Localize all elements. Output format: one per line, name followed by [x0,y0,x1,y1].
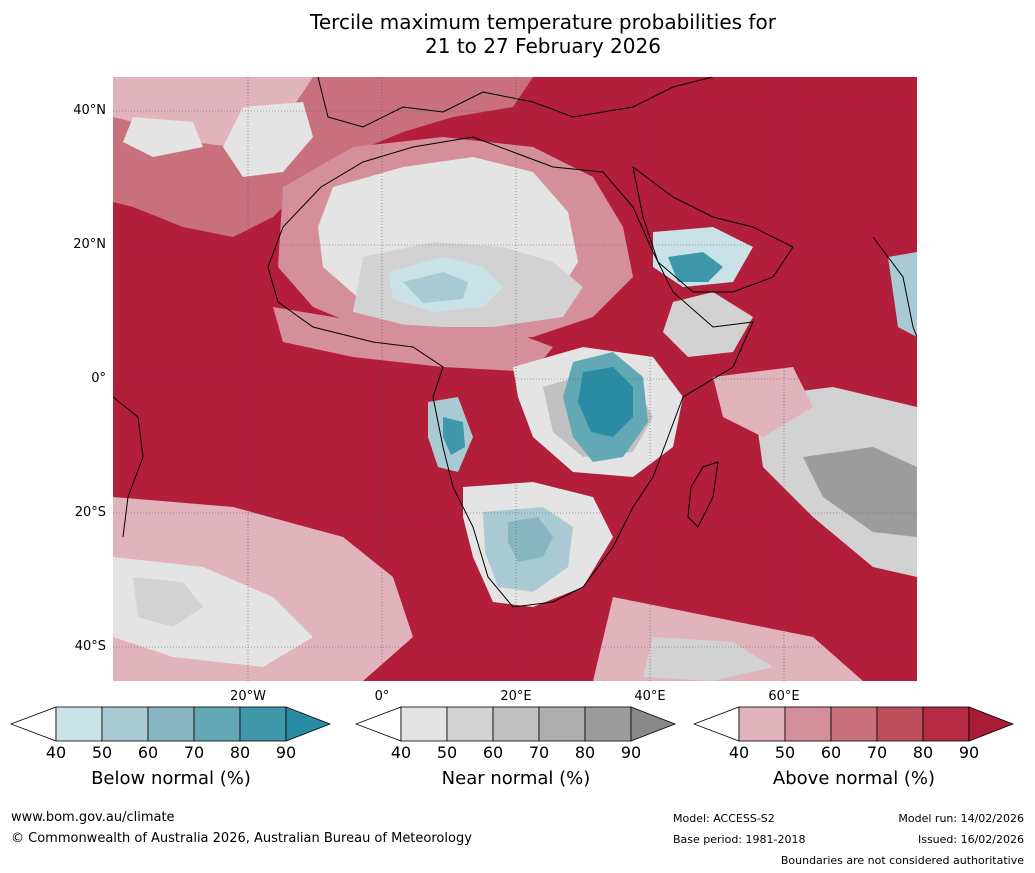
near-bar-segment [492,706,540,742]
below-bar-segment [55,706,103,742]
lat-label-20n: 20°N [73,237,106,252]
indian-ocean-near-dark [803,447,917,537]
south-america-coastline [113,396,144,538]
above-bar-segment [784,706,832,742]
below-bar-right-arrow [285,706,332,742]
india-coastline [872,236,917,338]
above-tick-label: 80 [912,743,934,762]
great-lakes-below-dark [578,367,633,437]
below-bar-left-arrow [10,706,57,742]
footer-website: www.bom.gov.au/climate [11,810,175,825]
below-tick-label: 50 [91,743,113,762]
lat-label-40s: 40°S [74,639,106,654]
above-bar-segment [738,706,786,742]
south-atlantic-near-2 [133,577,203,627]
near-bar-segment [446,706,494,742]
colorbar-below [10,706,332,742]
below-tick-label: 40 [45,743,67,762]
near-bar-left-arrow [355,706,402,742]
angola-below-dark [443,417,465,455]
lat-label-20s: 20°S [74,505,106,520]
footer-copyright: © Commonwealth of Australia 2026, Austra… [11,831,472,846]
africa-coastline [267,136,754,608]
near-tick-label: 90 [620,743,642,762]
above-bar-left-arrow [693,706,740,742]
southern-ocean-near [643,637,773,681]
lat-label-40n: 40°N [73,103,106,118]
map-title-line1: Tercile maximum temperature probabilitie… [310,10,776,34]
colorbar-near [355,706,677,742]
colorbar-near-label: Near normal (%) [441,768,591,789]
arabia-below-dark [668,252,723,282]
southern-africa-below-dark [508,517,553,562]
indian-ocean-light [713,367,813,437]
near-tick-label: 50 [436,743,458,762]
below-bar-segment [147,706,195,742]
below-bar-segment [101,706,149,742]
graticule [113,77,917,681]
below-tick-label: 70 [183,743,205,762]
near-tick-label: 80 [574,743,596,762]
colorbar-above [693,706,1015,742]
above-tick-label: 50 [774,743,796,762]
above-bar-segment [830,706,878,742]
europe-coastline [317,77,714,128]
near-tick-label: 70 [528,743,550,762]
above-bar-segment [876,706,924,742]
colorbar-below-label: Below normal (%) [91,768,251,789]
below-tick-label: 60 [137,743,159,762]
footer-issued: Issued: 16/02/2026 [917,833,1024,846]
below-bar-segment [193,706,241,742]
near-bar-right-arrow [630,706,677,742]
lon-label-0: 0° [374,689,390,704]
footer-model: Model: ACCESS-S2 [673,812,775,825]
footer-base-period: Base period: 1981-2018 [673,833,806,846]
horn-near [663,292,753,357]
near-bar-segment [400,706,448,742]
near-north-atlantic [223,102,313,177]
above-tick-label: 60 [820,743,842,762]
below-tick-label: 90 [275,743,297,762]
india-below [888,252,917,337]
near-tick-label: 60 [482,743,504,762]
arabia-coastline [632,165,794,293]
near-tick-label: 40 [390,743,412,762]
probability-map [113,77,917,681]
lat-label-0: 0° [91,371,106,386]
sahel-below-mid [403,272,468,303]
above-bar-right-arrow [968,706,1015,742]
above-tick-label: 40 [728,743,750,762]
lon-label-40e: 40°E [634,689,666,704]
map-title-line2: 21 to 27 February 2026 [425,34,661,58]
above-bar-segment [922,706,970,742]
map-title: Tercile maximum temperature probabilitie… [0,10,1035,58]
footer-model-run: Model run: 14/02/2026 [898,812,1024,825]
above-tick-label: 70 [866,743,888,762]
below-bar-segment [239,706,287,742]
lon-label-20e: 20°E [500,689,532,704]
below-tick-label: 80 [229,743,251,762]
lon-label-60e: 60°E [768,689,800,704]
above-tick-label: 90 [958,743,980,762]
west-africa-above-light [273,307,553,372]
near-north-atlantic-2 [123,117,203,157]
footer-disclaimer: Boundaries are not considered authoritat… [780,854,1024,867]
colorbar-above-label: Above normal (%) [772,768,936,789]
near-bar-segment [584,706,632,742]
madagascar-coastline [687,461,719,528]
near-bar-segment [538,706,586,742]
lon-label-20w: 20°W [230,689,266,704]
